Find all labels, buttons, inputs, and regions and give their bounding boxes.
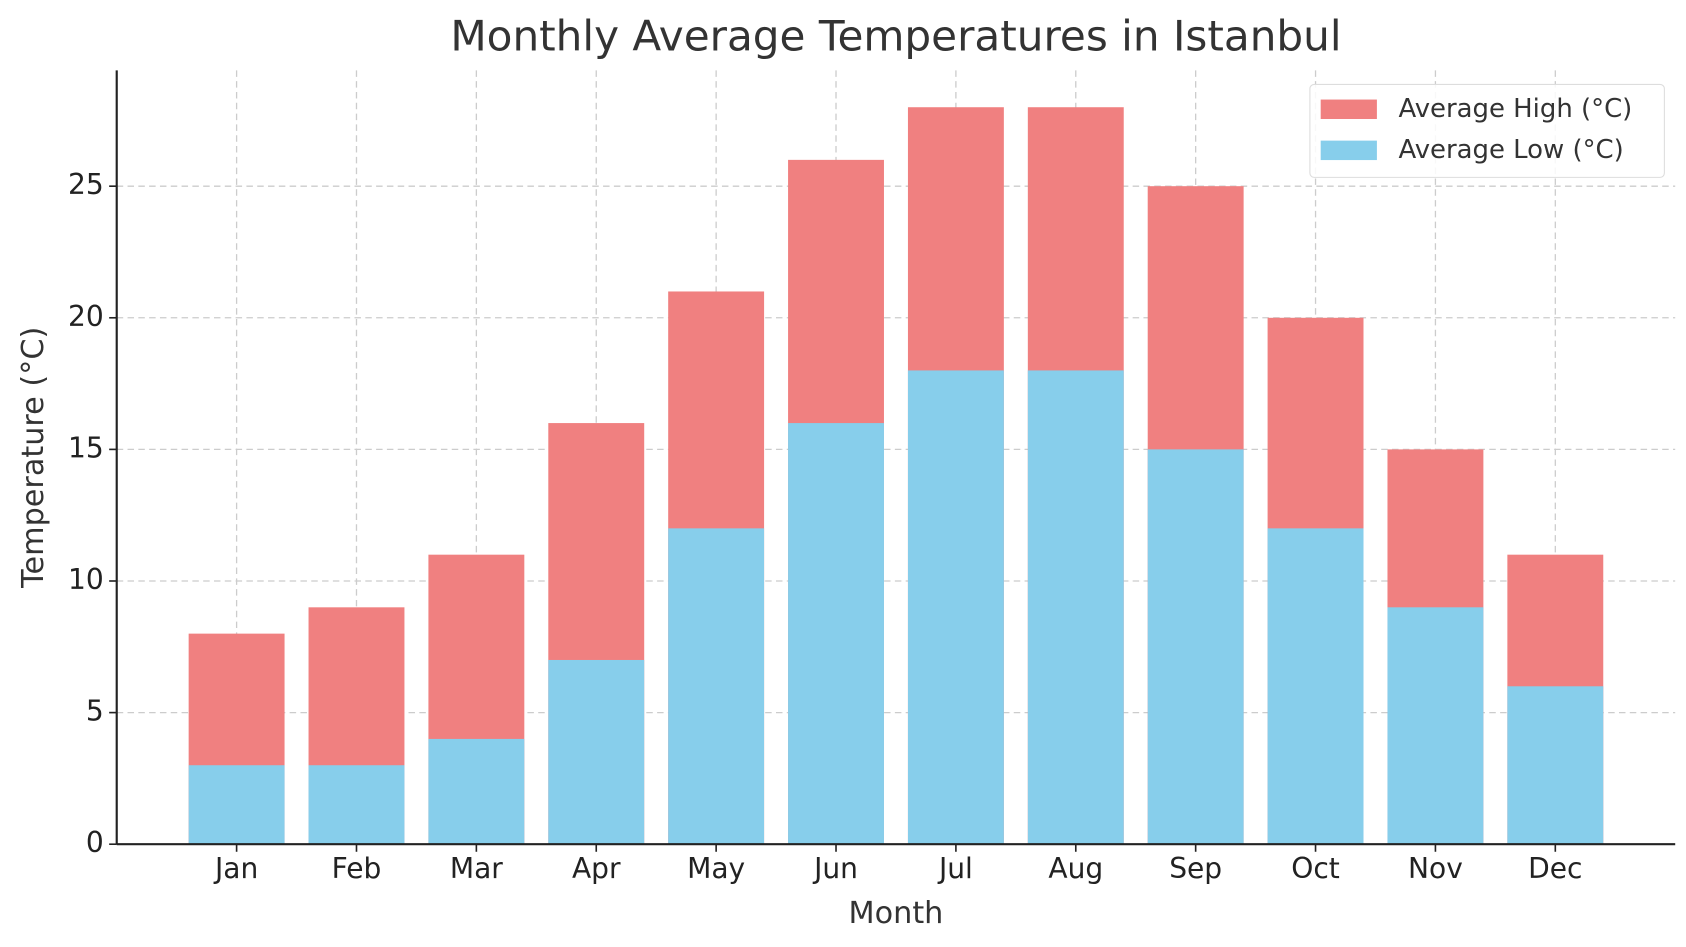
bar xyxy=(308,765,405,845)
bar xyxy=(668,528,765,845)
y-tick-label: 0 xyxy=(86,826,104,859)
bar xyxy=(1027,370,1124,845)
bar xyxy=(1147,449,1244,845)
y-tick-label: 25 xyxy=(68,168,104,201)
legend-swatch xyxy=(1320,140,1377,161)
legend-label: Average High (°C) xyxy=(1399,94,1633,124)
x-tick-label: Mar xyxy=(450,852,503,885)
y-axis-label: Temperature (°C) xyxy=(16,327,51,589)
bar xyxy=(907,370,1004,845)
legend-box xyxy=(1309,83,1665,178)
x-tick-label: Feb xyxy=(332,852,382,885)
y-tick-label: 5 xyxy=(86,695,104,728)
x-tick-label: May xyxy=(687,852,745,885)
bar xyxy=(1267,528,1364,845)
x-tick-label: Oct xyxy=(1291,852,1340,885)
x-tick-label: Jan xyxy=(213,852,258,885)
y-tick-label: 20 xyxy=(68,300,104,333)
x-tick-label: Aug xyxy=(1048,852,1103,885)
bar xyxy=(1507,686,1604,845)
x-tick-label: Nov xyxy=(1408,852,1463,885)
y-tick-label: 10 xyxy=(68,563,104,596)
x-tick-label: Dec xyxy=(1528,852,1582,885)
x-tick-label: Jun xyxy=(812,852,858,885)
x-axis-label: Month xyxy=(849,896,944,931)
bar xyxy=(1387,607,1484,845)
legend-label: Average Low (°C) xyxy=(1399,135,1624,165)
chart-title: Monthly Average Temperatures in Istanbul xyxy=(450,12,1341,61)
bar xyxy=(788,423,884,845)
x-tick-label: Sep xyxy=(1169,852,1222,885)
bar xyxy=(548,659,645,845)
x-tick-label: Apr xyxy=(572,852,621,885)
y-tick-label: 15 xyxy=(68,431,104,464)
bar xyxy=(428,738,525,845)
x-tick-label: Jul xyxy=(937,852,973,885)
legend-swatch xyxy=(1320,99,1377,120)
bar xyxy=(188,765,285,845)
